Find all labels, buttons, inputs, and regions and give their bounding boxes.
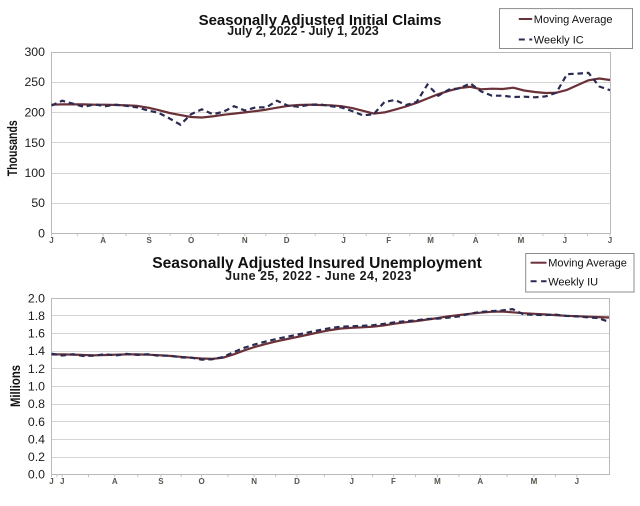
svg-text:O: O — [198, 477, 204, 486]
svg-text:July 2, 2022 - July 1, 2023: July 2, 2022 - July 1, 2023 — [227, 24, 379, 38]
svg-text:250: 250 — [24, 75, 45, 89]
svg-text:S: S — [158, 477, 164, 486]
svg-text:Seasonally Adjusted Initial Cl: Seasonally Adjusted Initial Claims — [199, 12, 442, 29]
svg-text:J: J — [49, 236, 53, 245]
svg-text:300: 300 — [24, 45, 45, 59]
svg-text:N: N — [242, 236, 248, 245]
svg-text:J: J — [608, 236, 612, 245]
svg-text:Millions: Millions — [7, 365, 23, 407]
svg-text:0.0: 0.0 — [28, 468, 45, 482]
svg-text:Seasonally Adjusted Insured Un: Seasonally Adjusted Insured Unemployment — [152, 255, 482, 272]
svg-text:200: 200 — [24, 106, 45, 120]
svg-text:Moving Average: Moving Average — [548, 258, 627, 270]
svg-text:F: F — [391, 477, 396, 486]
svg-text:1.6: 1.6 — [28, 327, 45, 341]
svg-text:100: 100 — [24, 166, 45, 180]
svg-text:J: J — [49, 477, 53, 486]
svg-text:0.4: 0.4 — [28, 432, 45, 446]
svg-text:1.0: 1.0 — [28, 380, 45, 394]
svg-text:J: J — [563, 236, 567, 245]
svg-text:J: J — [341, 236, 345, 245]
svg-text:S: S — [147, 236, 153, 245]
svg-text:M: M — [434, 477, 441, 486]
svg-text:O: O — [188, 236, 194, 245]
svg-text:Moving Average: Moving Average — [534, 14, 613, 26]
svg-text:N: N — [251, 477, 257, 486]
svg-text:M: M — [427, 236, 434, 245]
svg-text:0: 0 — [38, 227, 45, 241]
svg-text:M: M — [531, 477, 538, 486]
svg-text:June 25, 2022 - June 24, 2023: June 25, 2022 - June 24, 2023 — [225, 269, 412, 283]
svg-text:50: 50 — [31, 196, 45, 210]
svg-text:J: J — [60, 477, 64, 486]
svg-text:Thousands: Thousands — [4, 120, 20, 176]
svg-text:F: F — [386, 236, 391, 245]
svg-text:0.2: 0.2 — [28, 450, 45, 464]
svg-text:J: J — [349, 477, 353, 486]
svg-text:Weekly IU: Weekly IU — [548, 276, 598, 288]
svg-text:1.8: 1.8 — [28, 309, 45, 323]
svg-text:M: M — [518, 236, 525, 245]
svg-text:0.8: 0.8 — [28, 397, 45, 411]
svg-text:A: A — [100, 236, 106, 245]
svg-text:0.6: 0.6 — [28, 415, 45, 429]
svg-text:A: A — [112, 477, 118, 486]
svg-text:2.0: 2.0 — [28, 291, 45, 305]
svg-text:A: A — [477, 477, 483, 486]
svg-text:1.2: 1.2 — [28, 362, 45, 376]
svg-text:D: D — [284, 236, 290, 245]
svg-text:1.4: 1.4 — [28, 344, 45, 358]
svg-text:A: A — [473, 236, 479, 245]
svg-text:Weekly IC: Weekly IC — [534, 35, 584, 47]
svg-text:D: D — [294, 477, 300, 486]
svg-text:J: J — [575, 477, 579, 486]
svg-text:150: 150 — [24, 136, 45, 150]
